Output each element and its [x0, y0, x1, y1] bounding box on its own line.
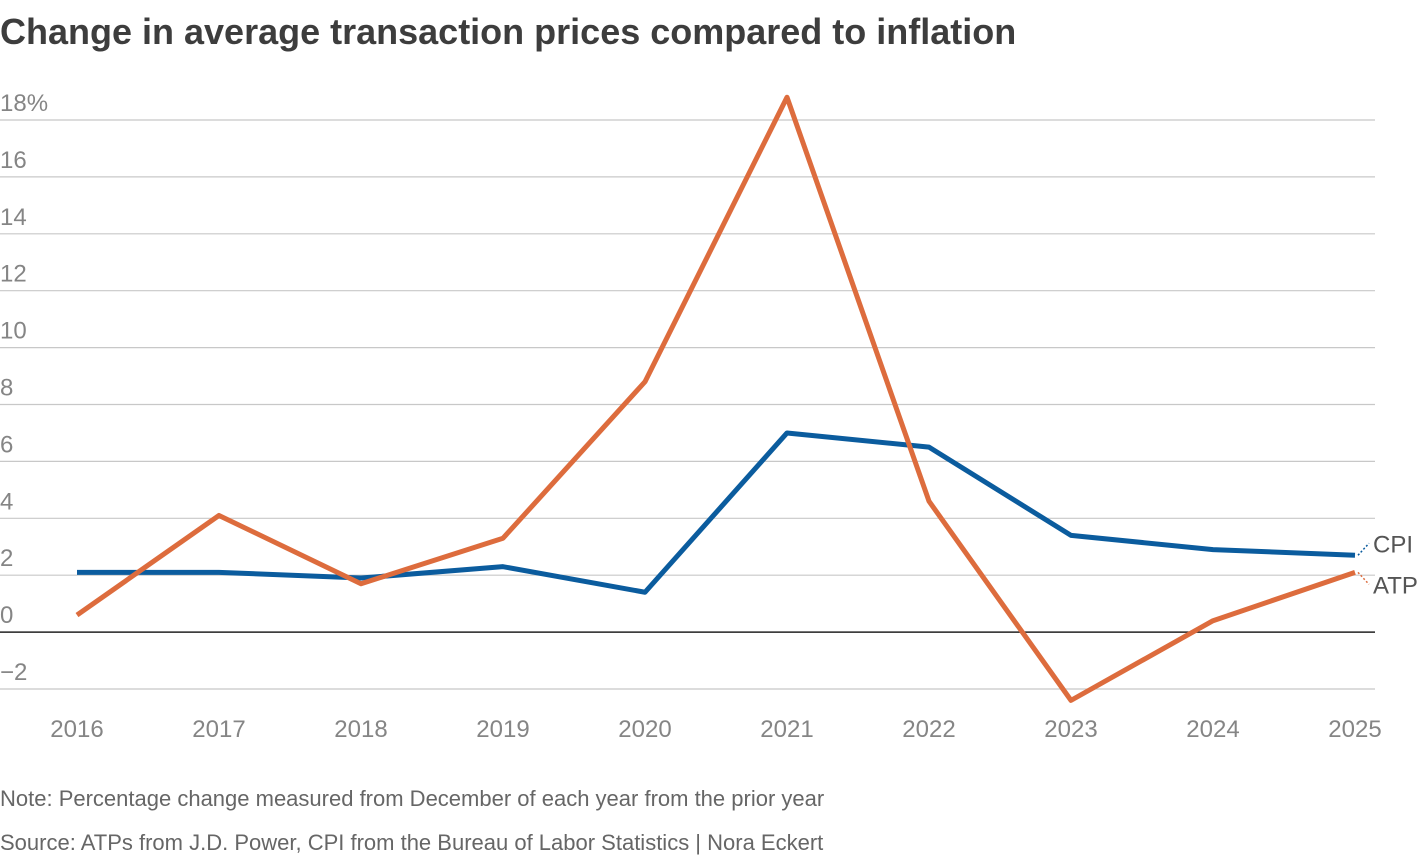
x-tick-label: 2022 — [902, 716, 955, 743]
y-tick-label: 18% — [0, 90, 48, 117]
y-tick-label: 6 — [0, 431, 13, 458]
series-line — [75, 94, 1356, 703]
x-tick-label: 2024 — [1186, 716, 1239, 743]
x-tick-label: 2025 — [1328, 716, 1381, 743]
label-leader — [1357, 571, 1370, 585]
y-tick-label: 10 — [0, 318, 27, 345]
chart-title: Change in average transaction prices com… — [0, 11, 1016, 52]
x-tick-label: 2018 — [334, 716, 387, 743]
y-tick-label: 4 — [0, 488, 13, 515]
y-tick-label: −2 — [0, 659, 27, 686]
y-tick-label: 2 — [0, 545, 13, 572]
y-tick-label: 12 — [0, 261, 27, 288]
series-label: ATP — [1373, 572, 1418, 599]
x-tick-label: 2021 — [760, 716, 813, 743]
x-tick-label: 2019 — [476, 716, 529, 743]
y-tick-label: 16 — [0, 147, 27, 174]
note: Note: Percentage change measured from De… — [0, 786, 824, 811]
y-tick-label: 0 — [0, 602, 13, 629]
series-line — [77, 430, 1356, 595]
source: Source: ATPs from J.D. Power, CPI from t… — [0, 830, 823, 855]
series-label: CPI — [1373, 531, 1413, 558]
label-leader — [1357, 542, 1370, 556]
x-tick-label: 2017 — [192, 716, 245, 743]
y-tick-label: 14 — [0, 204, 27, 231]
x-tick-label: 2016 — [50, 716, 103, 743]
y-tick-label: 8 — [0, 375, 13, 402]
x-tick-label: 2020 — [618, 716, 671, 743]
x-tick-label: 2023 — [1044, 716, 1097, 743]
